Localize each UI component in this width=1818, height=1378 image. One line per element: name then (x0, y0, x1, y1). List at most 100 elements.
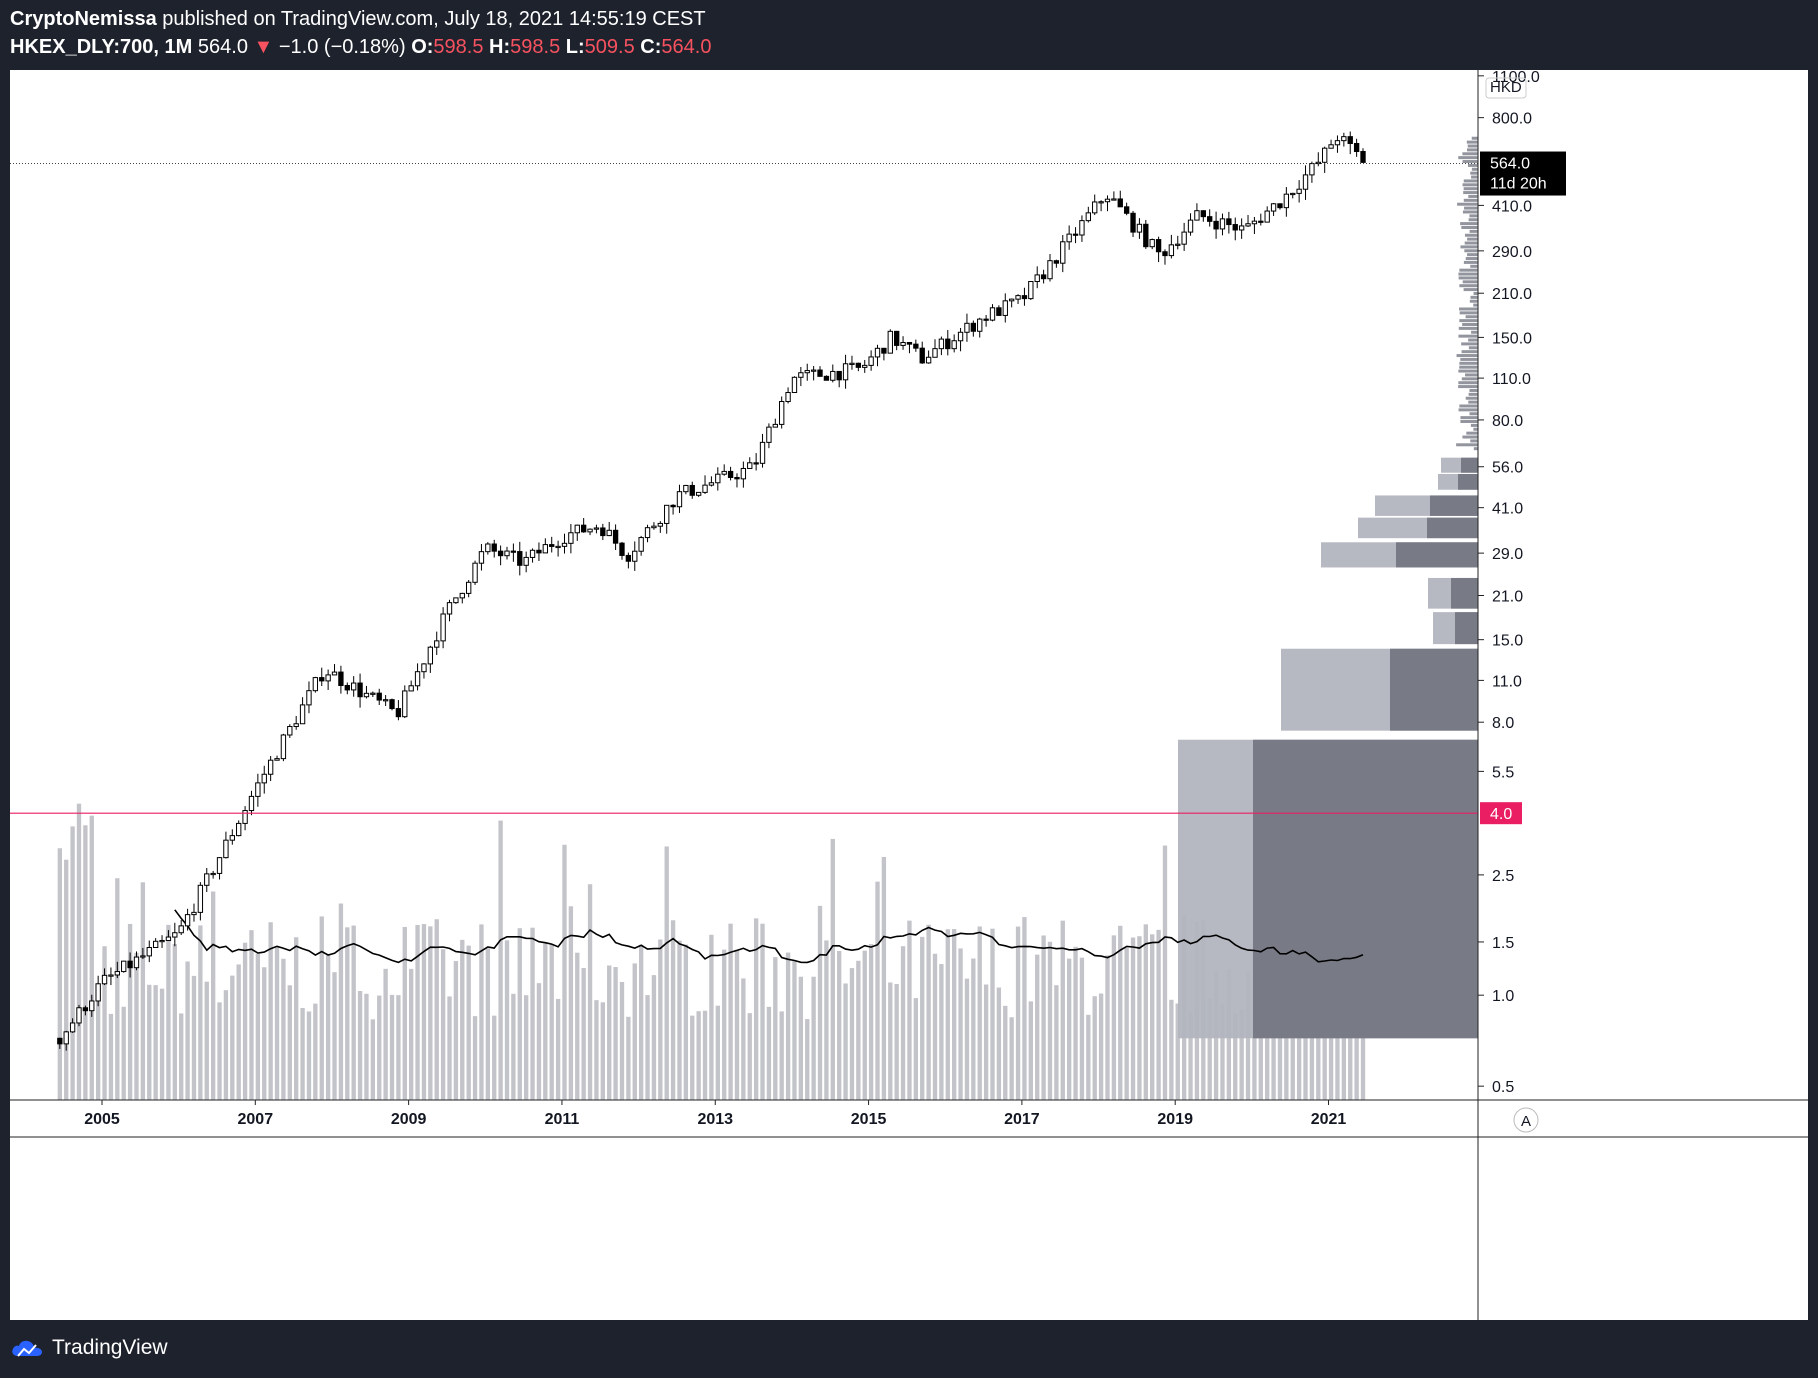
author-name[interactable]: CryptoNemissa (10, 8, 157, 30)
chart-pane[interactable]: 1100.0 800.0 410.0 290.0 210.0 150.0 110.0 80.0… (10, 70, 1808, 1320)
y-tick-label: 800.0 (1492, 111, 1532, 128)
candle-body (248, 795, 255, 812)
volume-bar (485, 948, 491, 1100)
volume-bar (868, 944, 874, 1100)
candle-body (1290, 192, 1296, 196)
volume-profile-down (1396, 542, 1478, 568)
volume-profile-tick (1469, 388, 1478, 392)
volume-bar (562, 844, 567, 1100)
volume-bar (555, 998, 561, 1100)
volume-profile-tick (1473, 291, 1478, 295)
volume-moving-average (174, 909, 1364, 964)
interval-label[interactable]: 1M (164, 36, 193, 58)
candle-body (1353, 142, 1360, 153)
volume-bar (517, 928, 522, 1100)
candle-body (1245, 223, 1251, 227)
volume-bar (511, 993, 516, 1100)
volume-bar (613, 967, 618, 1100)
candle-body (638, 537, 644, 552)
volume-bar (1322, 983, 1327, 1100)
symbol-name[interactable]: HKEX_DLY:700 (10, 36, 154, 58)
volume-bar (837, 950, 842, 1100)
volume-bar (683, 944, 689, 1100)
candle-body (108, 974, 114, 977)
candle-body (299, 704, 306, 725)
volume-profile-down (1430, 495, 1478, 516)
open-value: 598.5 (433, 36, 484, 58)
candle-body (945, 338, 951, 350)
volume-bar (287, 985, 292, 1100)
horizontal-line[interactable] (10, 163, 1478, 814)
volume-bar (204, 981, 209, 1100)
volume-bar (702, 1010, 708, 1100)
candle-body (63, 1031, 69, 1045)
candle-body (472, 562, 478, 583)
volume-profile-tick (1461, 342, 1478, 346)
volume-bar (677, 940, 682, 1100)
candle-body (651, 525, 657, 529)
candle-body (1053, 260, 1060, 264)
y-tick-label: 15.0 (1492, 633, 1523, 650)
volume-bar (856, 960, 861, 1100)
volume-profile-tick (1459, 404, 1478, 408)
candle-body (1092, 201, 1098, 214)
volume-bar (236, 964, 241, 1100)
candle-body (1136, 223, 1143, 233)
candle-body (1302, 174, 1309, 190)
volume-bar (798, 976, 804, 1100)
volume-bar (83, 825, 88, 1100)
candle-body (1123, 206, 1130, 214)
volume-bar (990, 928, 995, 1100)
candle-body (817, 369, 823, 377)
volume-bar (926, 924, 931, 1100)
price-chart[interactable]: 1100.0800.0410.0290.0210.0150.0110.080.0… (10, 70, 1808, 1320)
volume-bar (364, 993, 369, 1100)
volume-bar (504, 940, 510, 1100)
volume-profile-tick (1470, 264, 1478, 268)
x-tick-label: 2015 (851, 1111, 887, 1128)
volume-profile-tick (1469, 299, 1478, 303)
volume-bar (57, 848, 62, 1100)
volume-bar (1022, 917, 1027, 1100)
volume-bar (983, 984, 989, 1100)
candle-body (274, 758, 280, 761)
candle-body (996, 307, 1002, 316)
price-change: −1.0 (−0.18%) (278, 36, 406, 58)
candle-body (319, 677, 325, 682)
candle-body (1207, 216, 1213, 222)
volume-profile-down (1253, 739, 1478, 1039)
volume-profile-tick (1469, 412, 1478, 416)
volume-profile-tick (1463, 191, 1478, 195)
volume-profile-tick (1461, 225, 1478, 229)
candle-body (727, 470, 734, 478)
volume-profile-tick (1471, 136, 1478, 140)
tradingview-logo[interactable]: TradingView (10, 1336, 168, 1360)
candle-body (644, 527, 651, 539)
open-label: O: (411, 36, 434, 58)
currency-label: HKD (1490, 79, 1522, 96)
volume-bar (300, 1008, 305, 1100)
symbol-ohlc-line: HKEX_DLY:700, 1M 564.0 ▼ −1.0 (−0.18%) O… (10, 36, 712, 58)
volume-bar (760, 923, 765, 1100)
candle-body (600, 527, 606, 537)
volume-profile-tick (1458, 334, 1478, 338)
volume-bar (159, 988, 165, 1100)
candle-body (779, 401, 785, 425)
candle-body (76, 1007, 82, 1024)
candle-body (772, 423, 778, 428)
volume-bar (1143, 924, 1148, 1100)
volume-profile-tick (1465, 373, 1478, 377)
candle-body (747, 462, 753, 469)
candle-body (293, 723, 299, 728)
volume-profile-tick (1462, 280, 1478, 284)
volume-bar (632, 963, 637, 1100)
high-label: H: (489, 36, 511, 58)
candle-body (657, 522, 663, 527)
volume-bar (357, 990, 363, 1100)
candle-body (957, 331, 964, 342)
volume-profile-tick (1467, 253, 1478, 257)
candle-body (759, 441, 766, 464)
candle-body (446, 602, 453, 615)
x-tick-label: 2005 (84, 1111, 120, 1128)
candle-body (587, 528, 593, 533)
